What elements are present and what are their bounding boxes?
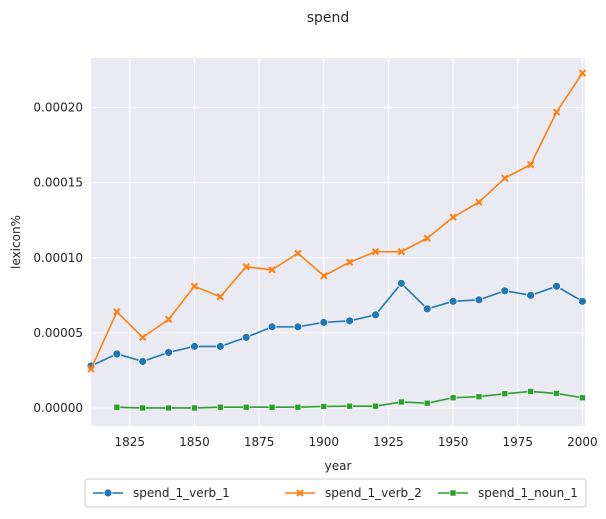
spend_1_noun_1-point — [449, 394, 457, 402]
x-tick-label: 1925 — [373, 435, 404, 449]
spend_1_verb_1-point — [241, 332, 251, 342]
spend_1_noun_1-series — [113, 388, 586, 412]
spend_1_noun_1-point — [553, 390, 560, 397]
spend_1_verb_2-series — [87, 69, 587, 373]
legend-frame — [84, 478, 587, 508]
x-axis-label: year — [325, 459, 352, 473]
spend_1_verb_1-point — [112, 349, 122, 359]
spend_1_verb_1-point — [578, 296, 587, 306]
spend_1_noun_1-point — [113, 403, 121, 411]
y-tick-label: 0.00015 — [33, 176, 83, 190]
spend_1_verb_2-point — [216, 293, 225, 301]
spend_1_verb_1-point — [267, 322, 277, 332]
x-tick-label: 1900 — [309, 435, 340, 449]
spend_1_verb_1-point — [396, 278, 406, 288]
spend_1_verb_2-point — [578, 69, 587, 77]
spend_1_verb_1-point — [500, 286, 510, 296]
spend_1_noun_1-point — [268, 403, 276, 411]
spend_1_verb_1-point — [293, 322, 303, 332]
spend_1_verb_2-line — [90, 72, 584, 370]
spend_1_verb_2-point — [320, 272, 328, 280]
spend_1_noun_1-point — [191, 404, 198, 412]
spend_1_verb_1-point — [164, 347, 173, 357]
spend_1_noun_1-point — [423, 399, 431, 407]
spend_1_verb_1-point — [319, 317, 329, 327]
legend-label: spend_1_verb_2 — [325, 486, 422, 500]
spend_1_noun_1-point — [294, 403, 302, 411]
x-tick-label: 1950 — [438, 435, 469, 449]
spend_1_verb_2-point — [449, 213, 457, 221]
spend_1_noun_1-point — [475, 393, 483, 401]
spend_1_noun_1-point — [579, 394, 586, 402]
spend_1_verb_2-point — [242, 263, 250, 271]
legend-marker — [449, 489, 457, 497]
y-tick-label: 0.00020 — [33, 101, 83, 115]
spend_1_verb_1-point — [345, 316, 355, 326]
spend_1_noun_1-point — [372, 402, 379, 410]
spend_1_verb_2-point — [475, 198, 483, 206]
spend_1_noun_1-point — [217, 403, 224, 411]
spend_1_verb_1-point — [215, 341, 225, 351]
spend_1_verb_1-point — [474, 295, 484, 305]
spend_1_verb_1-point — [448, 296, 458, 306]
spend_1_noun_1-point — [527, 388, 534, 395]
spend_1_verb_1-point — [552, 281, 561, 291]
spend_1_noun_1-point — [320, 403, 328, 410]
legend: spend_1_verb_1 spend_1_verb_2 spend_1_noun… — [84, 478, 587, 508]
legend-marker — [296, 489, 304, 497]
spend_1_verb_1-point — [422, 304, 432, 314]
spend_1_verb_2-point — [397, 248, 406, 256]
legend-entry: spend_1_verb_1 — [93, 486, 230, 500]
x-tick-label: 1850 — [179, 435, 210, 449]
x-tick-label: 1975 — [502, 435, 533, 449]
spend_1_verb_2-point — [371, 248, 380, 256]
y-tick-label: 0.00000 — [33, 401, 83, 415]
spend_1_verb_2-point — [526, 160, 535, 169]
spend_1_verb_1-point — [138, 357, 148, 366]
spend_1_verb_2-point — [164, 315, 173, 324]
spend_1_noun_1-point — [346, 402, 353, 410]
legend-entry: spend_1_noun_1 — [438, 486, 578, 500]
spend_1_verb_2-point — [501, 174, 509, 182]
spend_1_verb_2-point — [294, 249, 302, 257]
spend_1_noun_1-point — [139, 404, 147, 412]
spend_1_verb_1-line — [90, 282, 583, 367]
spend_1_verb_1-point — [371, 310, 380, 320]
y-tick-label: 0.00005 — [33, 326, 83, 340]
legend-label: spend_1_noun_1 — [478, 486, 578, 500]
chart-title: spend — [307, 10, 350, 26]
spend_1_verb_2-point — [139, 333, 147, 342]
gridlines — [91, 58, 585, 426]
x-tick-label: 2000 — [567, 435, 598, 449]
spend_1_verb_2-point — [552, 108, 561, 116]
spend_1_verb_1-point — [526, 290, 536, 300]
spend_1_verb_2-point — [345, 258, 354, 266]
spend_1_noun_1-point — [242, 403, 250, 411]
spend_1_noun_1-point — [501, 390, 509, 398]
y-tick-label: 0.00010 — [33, 251, 83, 265]
legend-entry: spend_1_verb_2 — [285, 486, 422, 500]
spend_1_noun_1-point — [398, 398, 405, 406]
plot-background — [91, 58, 585, 426]
x-tick-label: 1825 — [115, 435, 146, 449]
legend-label: spend_1_verb_1 — [133, 486, 230, 500]
spend_1_verb_2-point — [268, 266, 276, 274]
spend_1_verb_2-point — [423, 234, 431, 242]
spend_1_verb_1-point — [190, 341, 199, 351]
spend_1_noun_1-point — [165, 404, 172, 412]
x-tick-labels: 1825 1850 1875 1900 1925 1950 1975 2000 — [115, 435, 598, 449]
legend-entries: spend_1_verb_1 spend_1_verb_2 spend_1_noun… — [93, 486, 578, 500]
series-group — [86, 69, 587, 412]
y-tick-labels: 0.00000 0.00005 0.00010 0.00015 0.00020 — [33, 101, 83, 415]
legend-marker — [103, 488, 113, 498]
spend_1_verb_1-series — [86, 278, 587, 371]
spend_1_verb_2-point — [113, 308, 121, 316]
x-tick-label: 1875 — [244, 435, 275, 449]
y-axis-label: lexicon% — [9, 215, 23, 269]
spend_1_verb_2-point — [87, 365, 95, 373]
spend_1_verb_2-point — [190, 282, 199, 291]
